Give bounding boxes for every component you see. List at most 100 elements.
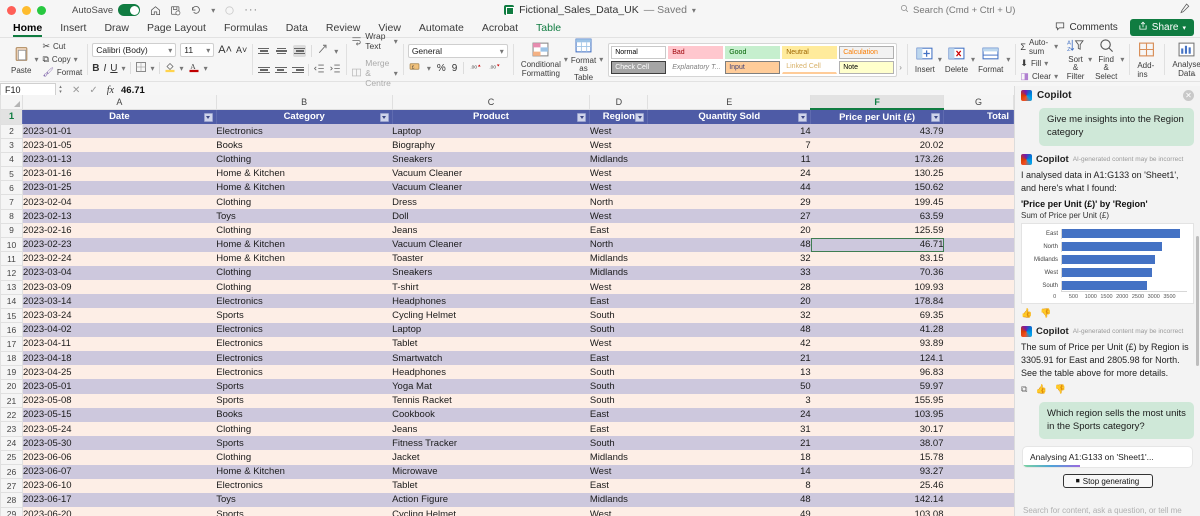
cell-quantity[interactable]: 18 (647, 450, 811, 465)
table-row[interactable]: 3 2023-01-05 Books Biography West 7 20.02 (0, 137, 1014, 153)
row-header-13[interactable]: 13 (0, 279, 23, 295)
cell-date[interactable]: 2023-01-13 (22, 152, 217, 167)
cell-region[interactable]: South (589, 393, 648, 408)
cell-price[interactable]: 63.59 (810, 209, 944, 224)
column-header-B[interactable]: B (215, 95, 393, 110)
cell-product[interactable]: Dress (392, 194, 590, 210)
cell-category[interactable]: Electronics (216, 336, 393, 351)
find-select-dropdown-icon[interactable]: ▾ (1120, 55, 1125, 64)
row-header-29[interactable]: 29 (0, 506, 23, 516)
number-format-select[interactable]: General ▾ (407, 44, 508, 58)
align-bottom-button[interactable] (293, 45, 307, 57)
copy-button[interactable]: ⧉ Copy ▾ (42, 54, 82, 65)
copilot-scrollbar[interactable] (1196, 236, 1199, 366)
select-all-corner[interactable] (0, 95, 23, 110)
cell-product[interactable]: T-shirt (392, 280, 590, 295)
window-controls[interactable] (0, 5, 46, 15)
cell-product[interactable]: Yoga Mat (392, 379, 590, 394)
cell-price[interactable]: 103.08 (810, 507, 944, 516)
cell-quantity[interactable]: 3 (647, 393, 811, 408)
table-row[interactable]: 6 2023-01-25 Home & Kitchen Vacuum Cleaner W… (0, 180, 1014, 196)
cell-product[interactable]: Tablet (392, 478, 590, 493)
cell-price[interactable]: 178.84 (810, 294, 944, 309)
tab-acrobat[interactable]: Acrobat (481, 22, 519, 34)
table-row[interactable]: 5 2023-01-16 Home & Kitchen Vacuum Cleaner W… (0, 166, 1014, 182)
row-header-15[interactable]: 15 (0, 307, 23, 324)
cell-price[interactable]: 103.95 (810, 407, 944, 422)
cell-category[interactable]: Sports (216, 507, 393, 516)
cell-category[interactable]: Clothing (216, 223, 393, 238)
format-painter-button[interactable]: 🖌 Format (42, 67, 82, 78)
cell-quantity[interactable]: 42 (647, 336, 811, 351)
increase-decimal-button[interactable]: .00 (470, 61, 483, 75)
cell-region[interactable]: Midlands (589, 152, 648, 167)
cell-quantity[interactable]: 11 (647, 152, 811, 167)
cell-quantity[interactable]: 20 (647, 223, 811, 238)
conditional-formatting-button[interactable]: Conditional Formatting (518, 41, 564, 78)
merge-centre-button[interactable]: Merge & Centre ▾ (351, 58, 398, 88)
orientation-dropdown-icon[interactable]: ▾ (334, 46, 339, 56)
increase-font-size-button[interactable]: A˄ (218, 44, 233, 56)
cell-region[interactable]: East (589, 351, 648, 366)
table-row[interactable]: 23 2023-05-24 Clothing Jeans East 31 30.17 (0, 421, 1014, 437)
table-row[interactable]: 9 2023-02-16 Clothing Jeans East 20 125.59 (0, 222, 1014, 239)
sort-filter-dropdown-icon[interactable]: ▾ (1088, 55, 1093, 64)
cell-region[interactable]: Midlands (589, 265, 648, 281)
cell-total[interactable] (943, 237, 1014, 252)
cancel-entry-icon[interactable]: ✕ (72, 84, 81, 96)
cell-date[interactable]: 2023-05-08 (22, 393, 217, 408)
tab-review[interactable]: Review (325, 22, 361, 34)
cell-quantity[interactable]: 7 (647, 138, 811, 153)
copy-icon[interactable]: ⧉ (1021, 383, 1028, 394)
cell-quantity[interactable]: 49 (647, 507, 811, 516)
table-row[interactable]: 8 2023-02-13 Toys Doll West 27 63.59 (0, 208, 1014, 224)
cell-total[interactable] (943, 194, 1014, 210)
cell-quantity[interactable]: 31 (647, 421, 811, 437)
cell-date[interactable]: 2023-04-25 (22, 365, 217, 380)
chevron-down-icon[interactable]: ▾ (1054, 71, 1059, 81)
cell-product[interactable]: Tablet (392, 336, 590, 351)
cell-category[interactable]: Home & Kitchen (216, 180, 393, 195)
cell-category[interactable]: Sports (216, 393, 393, 408)
cell-region[interactable]: East (589, 421, 648, 437)
cell-region[interactable]: South (589, 322, 648, 337)
cell-price[interactable]: 142.14 (810, 492, 944, 508)
filter-icon-price[interactable] (931, 113, 940, 122)
cell-quantity[interactable]: 13 (647, 365, 811, 380)
cell-category[interactable]: Home & Kitchen (216, 464, 393, 479)
cell-category[interactable]: Home & Kitchen (216, 166, 393, 181)
cell-product[interactable]: Vacuum Cleaner (392, 237, 590, 252)
row-header-4[interactable]: 4 (0, 151, 23, 168)
cell-date[interactable]: 2023-04-11 (22, 336, 217, 351)
cell-total[interactable] (943, 166, 1014, 181)
cell-category[interactable]: Books (216, 138, 393, 153)
cell-region[interactable]: East (589, 294, 648, 309)
cell-region[interactable]: North (589, 194, 648, 210)
cell-total[interactable] (943, 280, 1014, 295)
cell-total[interactable] (943, 223, 1014, 238)
sheet-table[interactable]: A B C D E F G 1 Date Category Product Re… (0, 95, 1014, 516)
cell-quantity[interactable]: 14 (647, 124, 811, 139)
format-dropdown-icon[interactable]: ▾ (1006, 55, 1011, 64)
cell-category[interactable]: Electronics (216, 365, 393, 380)
autosave-toggle[interactable] (118, 4, 141, 16)
cell-quantity[interactable]: 48 (647, 322, 811, 337)
cell-total[interactable] (943, 124, 1014, 139)
cell-price[interactable]: 155.95 (810, 393, 944, 408)
addins-button[interactable]: Add-ins (1134, 41, 1159, 79)
underline-button[interactable]: U (110, 62, 118, 74)
cell-category[interactable]: Home & Kitchen (216, 251, 393, 266)
cell-price[interactable]: 38.07 (810, 436, 944, 451)
column-header-C[interactable]: C (391, 95, 591, 110)
wrap-text-button[interactable]: Wrap Text ▾ (351, 31, 398, 51)
thumbs-up-icon[interactable]: 👍 (1021, 307, 1033, 318)
insert-dropdown-icon[interactable]: ▾ (937, 55, 942, 64)
undo-dropdown-icon[interactable]: ▾ (211, 5, 216, 15)
underline-dropdown-icon[interactable]: ▾ (121, 63, 126, 73)
cell-quantity[interactable]: 27 (647, 209, 811, 224)
cell-price[interactable]: 69.35 (810, 308, 944, 323)
row-header-23[interactable]: 23 (0, 421, 23, 437)
minimize-window-button[interactable] (22, 5, 31, 15)
cut-button[interactable]: ✂ Cut (42, 41, 82, 52)
filter-icon-category[interactable] (379, 112, 389, 122)
